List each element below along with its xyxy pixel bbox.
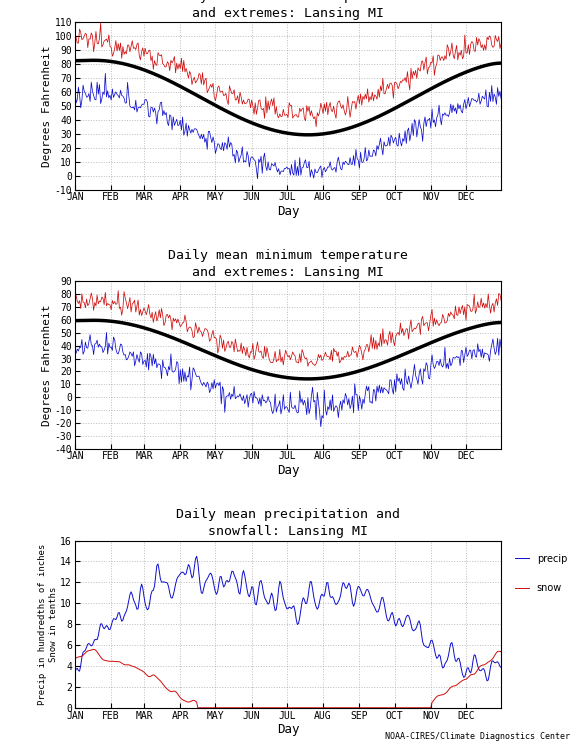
Y-axis label: Degrees Fahrenheit: Degrees Fahrenheit <box>41 304 52 426</box>
X-axis label: Day: Day <box>276 464 300 478</box>
Title: Daily mean minimum temperature
and extremes: Lansing MI: Daily mean minimum temperature and extre… <box>168 249 408 279</box>
Text: NOAA-CIRES/Climate Diagnostics Center: NOAA-CIRES/Climate Diagnostics Center <box>385 732 570 741</box>
Y-axis label: Degrees Fahrenheit: Degrees Fahrenheit <box>41 45 52 167</box>
Title: Daily mean precipitation and
snowfall: Lansing MI: Daily mean precipitation and snowfall: L… <box>176 508 400 538</box>
X-axis label: Day: Day <box>276 723 300 736</box>
Legend: precip, snow: precip, snow <box>514 554 567 593</box>
X-axis label: Day: Day <box>276 205 300 218</box>
Title: Daily mean maximum temperature
and extremes: Lansing MI: Daily mean maximum temperature and extre… <box>168 0 408 20</box>
Y-axis label: Precip in hundredths of inches
Snow in tenths: Precip in hundredths of inches Snow in t… <box>38 544 58 705</box>
